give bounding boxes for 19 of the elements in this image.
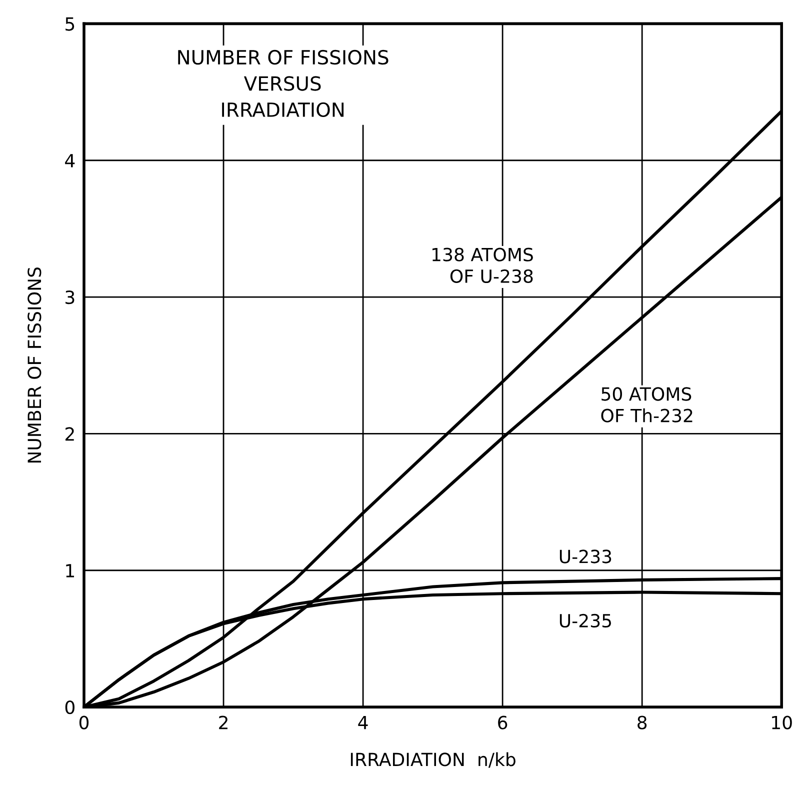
y-tick-label: 3 [66,290,74,304]
x-tick-label: 8 [638,716,647,730]
x-tick-label: 6 [498,716,508,730]
y-tick-label: 0 [65,700,74,714]
x-tick-label: 2 [219,716,228,730]
series-label: 50 ATOMS OF Th-232 [601,387,692,422]
x-tick-label: 4 [358,716,368,730]
x-tick-label: 10 [772,716,792,730]
series-label: U-233 [560,550,612,564]
y-tick-label: 2 [66,427,74,441]
x-axis-title: IRRADIATION n/kb [350,752,516,768]
y-axis-title: NUMBER OF FISSIONS [28,267,42,463]
x-tick-label: 0 [79,716,89,730]
y-tick-label: 1 [66,564,74,578]
y-tick-label: 5 [66,17,74,31]
text: NUMBER OF FISSIONS VERSUS IRRADIATION [178,50,388,118]
text: 138 ATOMS OF U-238 [432,248,533,284]
y-tick-label: 4 [65,154,75,168]
series-label: U-235 [560,614,611,628]
